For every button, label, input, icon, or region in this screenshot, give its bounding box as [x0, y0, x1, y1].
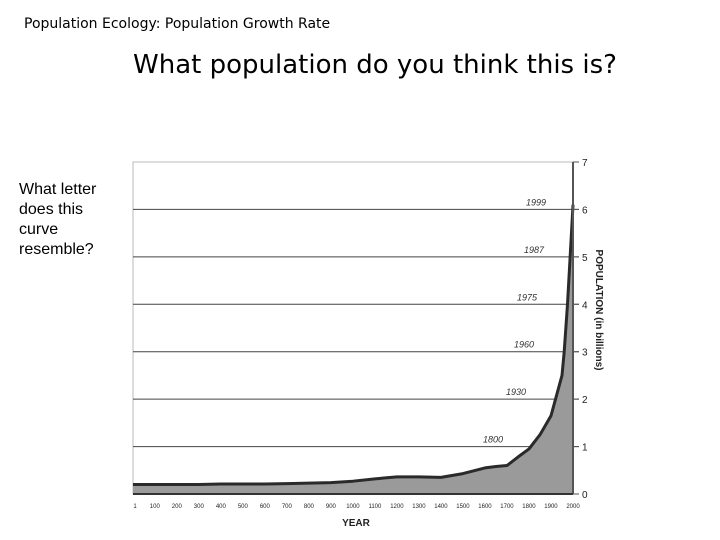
population-area [133, 204, 573, 494]
x-tick-label: 1200 [390, 504, 404, 510]
y-tick-label: 5 [582, 253, 588, 264]
x-tick-label: 200 [172, 504, 183, 510]
x-tick-label: 1900 [544, 504, 558, 510]
x-tick-label: 2000 [566, 504, 580, 510]
x-tick-label: 1100 [368, 504, 382, 510]
y-tick-label: 0 [582, 490, 588, 501]
x-tick-label: 1800 [522, 504, 536, 510]
year-annotation: 1999 [526, 197, 546, 207]
x-tick-label: 600 [260, 504, 271, 510]
x-tick-label: 1000 [346, 504, 360, 510]
y-tick-label: 7 [582, 158, 588, 169]
x-tick-label: 1400 [434, 504, 448, 510]
x-tick-label: 300 [194, 504, 205, 510]
x-tick-label: 100 [150, 504, 161, 510]
x-tick-label: 900 [326, 504, 337, 510]
y-tick-label: 6 [582, 205, 588, 216]
x-tick-label: 1 [133, 504, 137, 510]
year-annotation: 1960 [514, 340, 534, 350]
y-tick-label: 4 [582, 300, 588, 311]
y-tick-label: 2 [582, 395, 588, 406]
x-tick-label: 1300 [412, 504, 426, 510]
question-text: What letter does this curve resemble? [19, 181, 97, 258]
y-tick-label: 1 [582, 443, 588, 454]
plot-frame [132, 161, 574, 495]
year-annotation: 1800 [483, 435, 503, 445]
year-annotation: 1975 [517, 292, 538, 302]
slide-header: Population Ecology: Population Growth Ra… [24, 16, 331, 32]
year-annotation: 1930 [506, 387, 526, 397]
x-tick-label: 500 [238, 504, 249, 510]
x-tick-label: 1500 [456, 504, 470, 510]
x-axis-label: YEAR [342, 518, 371, 529]
year-annotation: 1987 [524, 245, 545, 255]
x-tick-label: 700 [282, 504, 293, 510]
x-tick-label: 1600 [478, 504, 492, 510]
y-tick-label: 3 [582, 348, 588, 359]
x-tick-label: 800 [304, 504, 315, 510]
x-tick-label: 400 [216, 504, 227, 510]
slide-title: What population do you think this is? [133, 50, 617, 80]
x-tick-label: 1700 [500, 504, 514, 510]
population-line [133, 204, 575, 487]
y-axis-label: POPULATION (in billions) [593, 250, 604, 371]
